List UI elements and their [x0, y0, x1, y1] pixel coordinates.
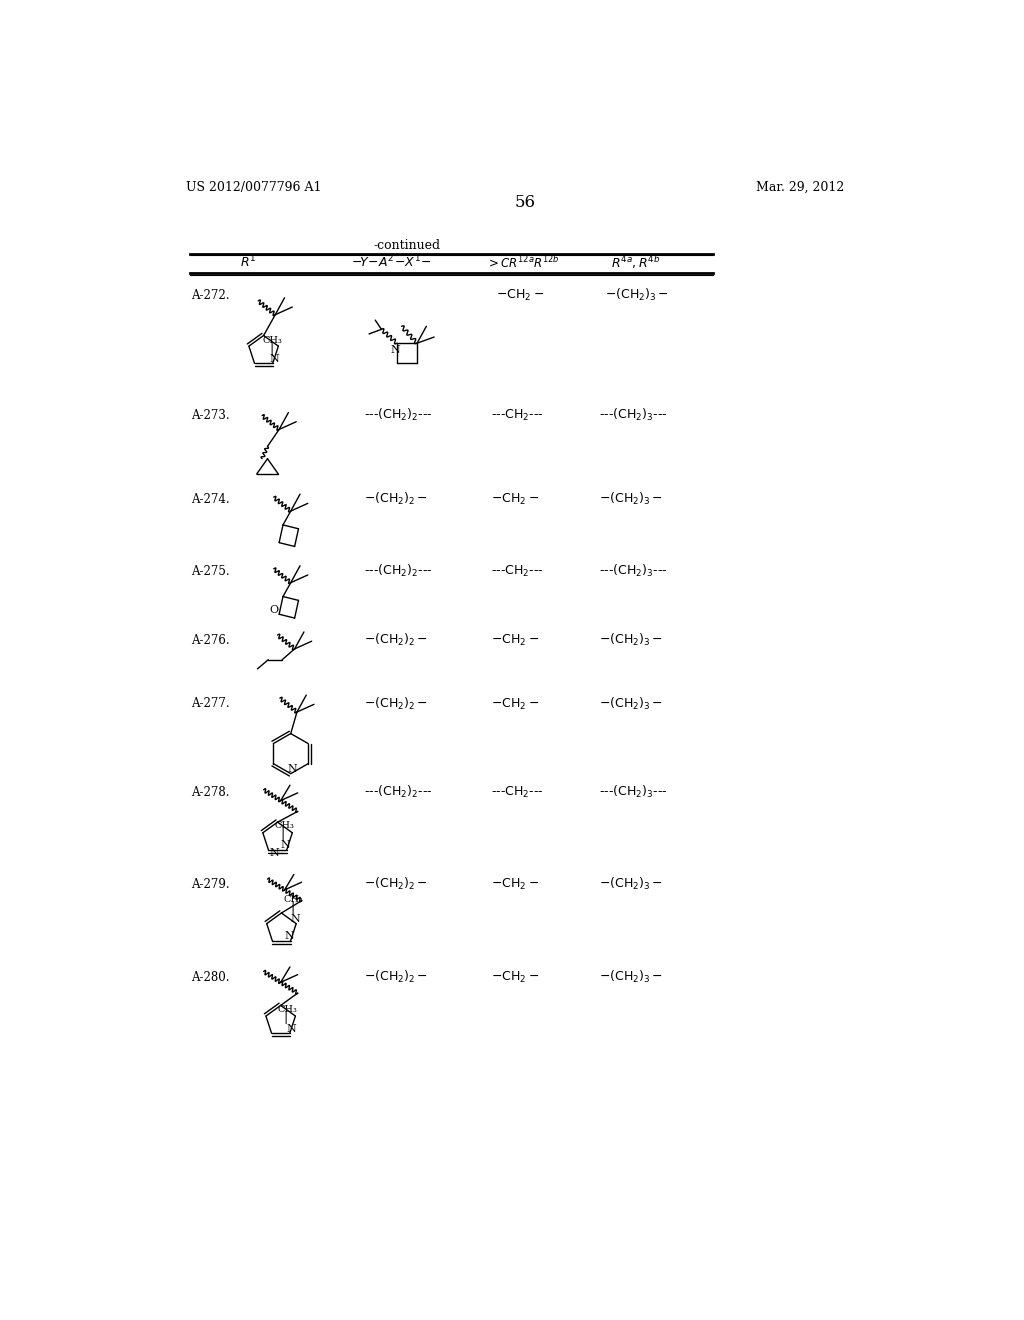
Text: $-\!Y\!-\!A^{2}\!-\!X^{1}\!-$: $-\!Y\!-\!A^{2}\!-\!X^{1}\!-$ — [351, 255, 432, 271]
Text: A-277.: A-277. — [191, 697, 230, 710]
Text: N: N — [281, 841, 290, 850]
Text: $\text{---}(\mathrm{CH_2})_2\text{---}$: $\text{---}(\mathrm{CH_2})_2\text{---}$ — [365, 407, 433, 422]
Text: $R^{4a},R^{4b}$: $R^{4a},R^{4b}$ — [611, 253, 660, 271]
Text: -continued: -continued — [374, 239, 440, 252]
Text: $-\mathrm{CH_2}-$: $-\mathrm{CH_2}-$ — [496, 288, 545, 304]
Text: $-(\mathrm{CH_2})_2-$: $-(\mathrm{CH_2})_2-$ — [365, 491, 428, 507]
Text: A-278.: A-278. — [191, 785, 230, 799]
Text: $-\mathrm{CH_2}-$: $-\mathrm{CH_2}-$ — [490, 697, 539, 711]
Text: N: N — [285, 932, 294, 941]
Text: |: | — [290, 902, 295, 915]
Text: |: | — [284, 1011, 288, 1024]
Text: $-(\mathrm{CH_2})_3-$: $-(\mathrm{CH_2})_3-$ — [599, 491, 664, 507]
Text: $-\mathrm{CH_2}-$: $-\mathrm{CH_2}-$ — [490, 492, 539, 507]
Text: |: | — [270, 343, 274, 355]
Text: $\text{---}(\mathrm{CH_2})_3\text{---}$: $\text{---}(\mathrm{CH_2})_3\text{---}$ — [599, 562, 668, 579]
Text: N: N — [269, 849, 279, 858]
Text: $\text{---}\mathrm{CH_2}\text{---}$: $\text{---}\mathrm{CH_2}\text{---}$ — [490, 564, 544, 579]
Text: $-\mathrm{CH_2}-$: $-\mathrm{CH_2}-$ — [490, 878, 539, 892]
Text: $\text{---}\mathrm{CH_2}\text{---}$: $\text{---}\mathrm{CH_2}\text{---}$ — [490, 408, 544, 422]
Text: $-\mathrm{CH_2}-$: $-\mathrm{CH_2}-$ — [490, 634, 539, 648]
Text: $-(\mathrm{CH_2})_3-$: $-(\mathrm{CH_2})_3-$ — [599, 632, 664, 648]
Text: O: O — [270, 605, 279, 615]
Text: N: N — [290, 915, 300, 924]
Text: $\text{---}(\mathrm{CH_2})_2\text{---}$: $\text{---}(\mathrm{CH_2})_2\text{---}$ — [365, 784, 433, 800]
Text: 56: 56 — [514, 194, 536, 211]
Text: CH₃: CH₃ — [274, 821, 294, 830]
Text: A-275.: A-275. — [191, 565, 230, 578]
Text: $-(\mathrm{CH_2})_3-$: $-(\mathrm{CH_2})_3-$ — [599, 969, 664, 985]
Text: CH₃: CH₃ — [284, 895, 304, 904]
Text: $-(\mathrm{CH_2})_3-$: $-(\mathrm{CH_2})_3-$ — [599, 876, 664, 892]
Text: N: N — [391, 346, 400, 355]
Text: $-(\mathrm{CH_2})_2-$: $-(\mathrm{CH_2})_2-$ — [365, 632, 428, 648]
Text: $-(\mathrm{CH_2})_2-$: $-(\mathrm{CH_2})_2-$ — [365, 876, 428, 892]
Text: $-(\mathrm{CH_2})_3-$: $-(\mathrm{CH_2})_3-$ — [599, 696, 664, 711]
Text: A-279.: A-279. — [191, 878, 230, 891]
Text: A-276.: A-276. — [191, 635, 230, 647]
Text: $-\mathrm{CH_2}-$: $-\mathrm{CH_2}-$ — [490, 970, 539, 985]
Text: $-(\mathrm{CH_2})_3-$: $-(\mathrm{CH_2})_3-$ — [604, 288, 669, 304]
Text: $-(\mathrm{CH_2})_2-$: $-(\mathrm{CH_2})_2-$ — [365, 696, 428, 711]
Text: CH₃: CH₃ — [278, 1005, 297, 1014]
Text: N: N — [288, 764, 297, 774]
Text: N: N — [287, 1024, 296, 1034]
Text: N: N — [269, 354, 280, 364]
Text: A-272.: A-272. — [191, 289, 230, 302]
Text: US 2012/0077796 A1: US 2012/0077796 A1 — [186, 181, 322, 194]
Text: A-274.: A-274. — [191, 494, 230, 507]
Text: $\text{---}(\mathrm{CH_2})_3\text{---}$: $\text{---}(\mathrm{CH_2})_3\text{---}$ — [599, 407, 668, 422]
Text: $>CR^{12a}R^{12b}$: $>CR^{12a}R^{12b}$ — [486, 255, 560, 271]
Text: A-280.: A-280. — [191, 970, 230, 983]
Text: $R^{1}$: $R^{1}$ — [240, 255, 256, 271]
Text: $\text{---}(\mathrm{CH_2})_2\text{---}$: $\text{---}(\mathrm{CH_2})_2\text{---}$ — [365, 562, 433, 579]
Text: $-(\mathrm{CH_2})_2-$: $-(\mathrm{CH_2})_2-$ — [365, 969, 428, 985]
Text: $\text{---}(\mathrm{CH_2})_3\text{---}$: $\text{---}(\mathrm{CH_2})_3\text{---}$ — [599, 784, 668, 800]
Text: Mar. 29, 2012: Mar. 29, 2012 — [756, 181, 844, 194]
Text: |: | — [281, 828, 285, 841]
Text: $\text{---}\mathrm{CH_2}\text{---}$: $\text{---}\mathrm{CH_2}\text{---}$ — [490, 785, 544, 800]
Text: A-273.: A-273. — [191, 409, 230, 421]
Text: CH₃: CH₃ — [263, 335, 283, 345]
